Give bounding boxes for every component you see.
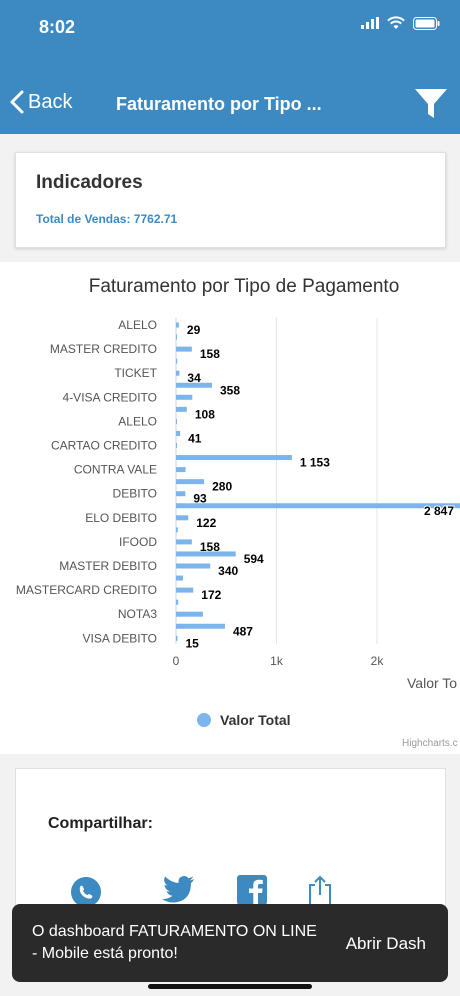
x-tick-label: 1k [270, 654, 284, 668]
y-tick-label: IFOOD [119, 535, 157, 549]
bar [176, 418, 178, 424]
chevron-left-icon [10, 90, 24, 114]
data-label: 29 [187, 323, 201, 337]
data-label: 280 [212, 480, 232, 494]
y-tick-label: MASTER CREDITO [50, 342, 157, 356]
home-indicator [148, 984, 312, 989]
legend-label: Valor Total [220, 712, 291, 728]
open-dash-button[interactable]: Abrir Dash [345, 934, 426, 953]
y-tick-label: 4-VISA CREDITO [63, 390, 157, 404]
toast-notification: O dashboard FATURAMENTO ON LINE - Mobile… [12, 904, 448, 982]
bar [176, 539, 192, 545]
bar [176, 322, 179, 328]
y-tick-label: DEBITO [113, 487, 157, 501]
data-label: 594 [244, 552, 264, 566]
wifi-icon [387, 16, 405, 29]
data-label: 158 [200, 540, 220, 554]
signal-icon [361, 17, 379, 29]
twitter-icon[interactable] [161, 875, 195, 905]
bar [176, 635, 178, 641]
data-label: 122 [196, 516, 216, 530]
bar [176, 551, 236, 557]
app-header: 8:02 Back Faturamento por Tipo ... [0, 0, 460, 134]
facebook-icon[interactable] [237, 875, 267, 905]
y-tick-label: ALELO [118, 414, 157, 428]
data-label: 340 [218, 564, 238, 578]
bar [176, 599, 179, 605]
bar [176, 334, 177, 340]
x-tick-label: 2k [371, 654, 385, 668]
bar [176, 587, 194, 593]
data-label: 108 [195, 407, 215, 421]
axis-title: Valor To [407, 675, 457, 691]
bar [176, 491, 186, 497]
back-label: Back [28, 90, 73, 113]
bar [176, 515, 189, 521]
data-label: 34 [187, 371, 201, 385]
bar [176, 346, 192, 352]
y-tick-label: CARTAO CREDITO [51, 439, 157, 453]
data-label: 41 [188, 431, 202, 445]
chart-credits: Highcharts.c [402, 738, 458, 749]
whatsapp-icon[interactable] [69, 875, 103, 909]
total-sales-value: Total de Vendas: 7762.71 [36, 212, 178, 226]
y-tick-label: ALELO [118, 318, 157, 332]
back-button[interactable]: Back [10, 90, 72, 114]
share-icon[interactable] [307, 875, 333, 907]
bar [176, 563, 211, 569]
y-tick-label: VISA DEBITO [83, 631, 157, 645]
y-tick-label: CONTRA VALE [74, 463, 157, 477]
legend-marker [197, 713, 211, 727]
indicators-card: Indicadores Total de Vendas: 7762.71 [15, 152, 446, 248]
y-tick-label: NOTA3 [118, 607, 157, 621]
bar [176, 370, 180, 376]
bar [176, 358, 178, 364]
chart-card: Faturamento por Tipo de Pagamento 0 1k 2k AL… [0, 262, 460, 754]
data-label: 2 847 [424, 504, 454, 518]
data-label: 358 [220, 383, 240, 397]
filter-icon [415, 89, 447, 118]
y-tick-label: TICKET [114, 366, 157, 380]
y-tick-label: MASTERCARD CREDITO [16, 583, 157, 597]
bar [176, 527, 178, 533]
bar [176, 575, 184, 581]
bar [176, 623, 225, 629]
data-label: 1 153 [300, 456, 330, 470]
battery-icon [413, 16, 440, 30]
status-time: 8:02 [39, 17, 76, 37]
bar [176, 467, 186, 473]
data-label: 158 [200, 347, 220, 361]
data-label: 172 [201, 588, 221, 602]
filter-button[interactable] [414, 88, 448, 125]
bar [176, 479, 205, 485]
data-label: 93 [193, 492, 207, 506]
bar [176, 443, 177, 448]
bar [176, 611, 203, 617]
bar [176, 455, 292, 461]
data-label: 15 [186, 636, 200, 650]
status-icons [361, 16, 440, 30]
bar [176, 382, 212, 388]
share-title: Compartilhar: [48, 815, 153, 832]
toast-message: O dashboard FATURAMENTO ON LINE - Mobile… [32, 923, 317, 962]
page-title: Faturamento por Tipo ... [116, 94, 322, 114]
indicators-title: Indicadores [36, 172, 143, 193]
bar [176, 394, 193, 400]
bar [176, 406, 187, 412]
bar [176, 503, 460, 509]
bar-chart: Faturamento por Tipo de Pagamento 0 1k 2k AL… [16, 276, 460, 749]
y-tick-label: ELO DEBITO [85, 511, 157, 525]
data-label: 487 [233, 624, 253, 638]
x-tick-label: 0 [173, 654, 180, 668]
chart-title: Faturamento por Tipo de Pagamento [89, 276, 400, 297]
y-tick-label: MASTER DEBITO [59, 559, 157, 573]
bar [176, 430, 181, 436]
